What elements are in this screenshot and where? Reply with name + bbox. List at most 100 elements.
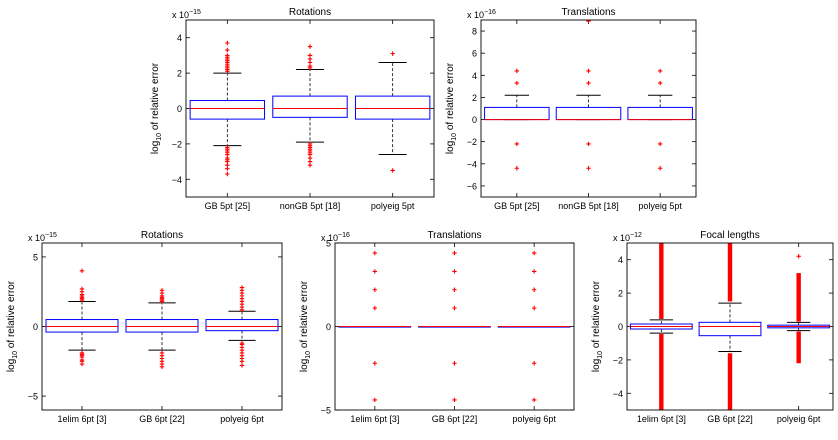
- outlier-point: [586, 141, 591, 147]
- outlier-point: [452, 250, 457, 256]
- outlier-point: [531, 287, 537, 292]
- y-tick-label: 4: [472, 71, 477, 81]
- y-tick-label: −4: [613, 389, 623, 399]
- x-tick-label: GB 6pt [22]: [139, 414, 185, 424]
- box-iqr: [484, 106, 550, 121]
- outlier-point: [307, 44, 313, 49]
- plot-area: [484, 20, 693, 171]
- plot-area: [45, 268, 279, 370]
- x-tick-label: polyeig 6pt: [220, 414, 264, 424]
- chart-panel-2: Translations x 10−16 log10 of relative err…: [445, 7, 697, 211]
- plot-frame: [626, 242, 834, 411]
- outlier-point: [514, 141, 520, 147]
- box-iqr: [354, 95, 431, 120]
- chart-panel-1: Rotations x 10−15 log10 of relative error −…: [150, 7, 435, 211]
- outlier-point: [452, 361, 457, 366]
- outlier-point: [307, 53, 313, 58]
- box-2: [272, 44, 348, 168]
- y-axis-label-subscript: 10: [12, 351, 19, 359]
- y-axis-label: log10 of relative error: [6, 280, 19, 372]
- outlier-point: [657, 80, 663, 86]
- box-iqr: [698, 321, 762, 337]
- outlier-band: [796, 273, 801, 322]
- box-3: [497, 250, 571, 403]
- chart-panel-4: Translations x 10−16 log10 of relative err…: [299, 230, 575, 424]
- axis-exponent-label: x 10−12: [613, 232, 642, 243]
- box-3: [627, 68, 693, 171]
- outlier-point: [514, 166, 520, 171]
- y-axis-label: log10 of relative error: [591, 280, 604, 372]
- y-tick-label: −2: [172, 139, 182, 149]
- box-iqr: [627, 106, 693, 121]
- axis-exponent-label: x 10−16: [321, 232, 350, 243]
- outlier-point: [225, 145, 230, 150]
- y-tick-label: 0: [472, 115, 477, 125]
- axis-exponent-label: x 10−15: [172, 9, 201, 20]
- box-2: [125, 288, 199, 370]
- x-tick-label: GB 5pt [25]: [494, 201, 540, 211]
- outlier-point: [586, 20, 591, 24]
- y-axis-label-main: log: [150, 141, 161, 154]
- y-tick-label: −4: [467, 159, 477, 169]
- x-tick-label: GB 6pt [22]: [432, 414, 478, 424]
- chart-title: Focal lengths: [700, 230, 759, 241]
- axis-exponent-power: −16: [484, 9, 496, 16]
- outlier-point: [79, 268, 85, 274]
- y-tick-label: 8: [472, 27, 477, 37]
- y-axis-label-main: log: [299, 359, 310, 372]
- axis-exponent-base: x 10: [321, 233, 338, 243]
- outlier-point: [372, 305, 378, 311]
- outlier-point: [796, 254, 801, 259]
- box-1: [45, 268, 119, 367]
- box-1: [629, 243, 693, 410]
- outlier-point: [531, 250, 537, 256]
- box-iqr: [555, 106, 622, 121]
- box-1: [338, 250, 412, 403]
- y-axis-label-subscript: 10: [156, 133, 163, 141]
- box-2: [698, 243, 762, 410]
- axis-exponent-base: x 10: [28, 233, 45, 243]
- y-axis-label-rest: of relative error: [150, 62, 161, 133]
- y-axis-label: log10 of relative error: [299, 280, 312, 372]
- x-tick-label: polyeig 6pt: [777, 414, 821, 424]
- outlier-point: [452, 397, 457, 403]
- y-axis-label: log10 of relative error: [445, 62, 458, 154]
- outlier-point: [657, 68, 663, 74]
- plot-area: [629, 243, 831, 410]
- axis-exponent-power: −15: [45, 232, 57, 239]
- outlier-point: [225, 40, 230, 46]
- box-3: [205, 285, 279, 368]
- box-3: [354, 51, 431, 173]
- outlier-point: [531, 269, 537, 274]
- y-axis-label-rest: of relative error: [445, 62, 456, 133]
- outlier-point: [586, 80, 591, 86]
- outlier-band: [659, 243, 664, 319]
- outlier-point: [307, 141, 313, 147]
- outlier-point: [239, 341, 245, 346]
- y-axis-label-main: log: [6, 359, 17, 372]
- outlier-point: [452, 269, 457, 274]
- box-3: [767, 254, 831, 364]
- y-axis-label-main: log: [445, 141, 456, 154]
- y-tick-label: 5: [33, 252, 38, 262]
- x-tick-label: 1elim 6pt [3]: [57, 414, 106, 424]
- box-2: [555, 20, 622, 171]
- outlier-point: [531, 397, 537, 403]
- outlier-point: [372, 361, 378, 366]
- outlier-band: [796, 331, 801, 364]
- x-tick-label: nonGB 5pt [18]: [558, 201, 619, 211]
- outlier-band: [727, 243, 733, 302]
- outlier-point: [586, 68, 591, 74]
- axis-exponent-label: x 10−16: [467, 9, 496, 20]
- chart-title: Rotations: [289, 7, 331, 18]
- y-tick-label: 5: [326, 239, 331, 249]
- y-axis-label-subscript: 10: [597, 351, 604, 359]
- y-tick-label: −2: [613, 355, 623, 365]
- outlier-point: [452, 287, 457, 292]
- outlier-point: [657, 141, 663, 147]
- outlier-point: [225, 47, 230, 53]
- outlier-point: [372, 287, 378, 292]
- y-tick-label: −5: [321, 406, 331, 416]
- plot-frame: [185, 19, 435, 198]
- outlier-band: [727, 353, 733, 410]
